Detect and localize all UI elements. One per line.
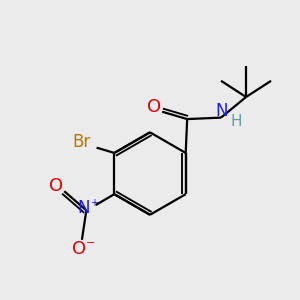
- Text: N: N: [78, 199, 90, 217]
- Text: N: N: [215, 102, 228, 120]
- Text: H: H: [231, 114, 242, 129]
- Text: O: O: [73, 240, 87, 258]
- Text: +: +: [90, 198, 98, 208]
- Text: O: O: [49, 177, 63, 195]
- Text: −: −: [86, 238, 95, 248]
- Text: Br: Br: [72, 133, 90, 151]
- Text: O: O: [147, 98, 161, 116]
